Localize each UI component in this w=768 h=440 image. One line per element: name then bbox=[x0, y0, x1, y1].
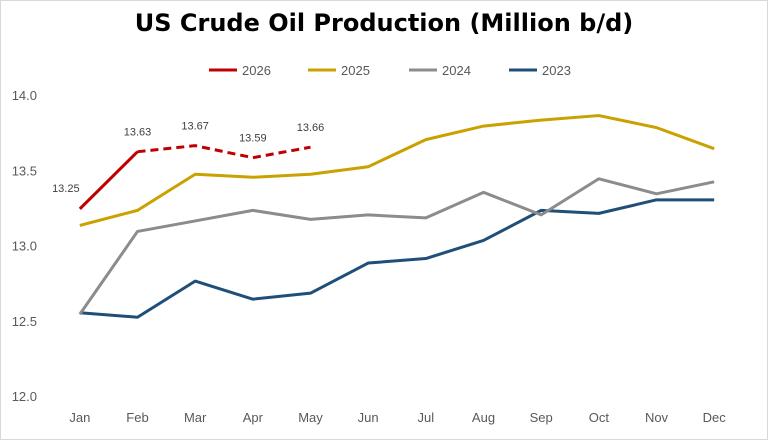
x-tick-label: Dec bbox=[703, 410, 727, 425]
legend: 2026 2025 2024 2023 bbox=[209, 63, 571, 78]
data-label: 13.63 bbox=[124, 127, 152, 139]
legend-label-2026: 2026 bbox=[242, 63, 271, 78]
y-tick-label: 14.0 bbox=[12, 88, 37, 103]
data-labels: 13.25 13.63 13.67 13.59 13.66 bbox=[52, 121, 324, 195]
y-tick-label: 12.0 bbox=[12, 389, 37, 404]
legend-label-2025: 2025 bbox=[341, 63, 370, 78]
x-tick-label: Sep bbox=[530, 410, 553, 425]
x-tick-label: Jan bbox=[69, 410, 90, 425]
data-label: 13.66 bbox=[297, 122, 325, 134]
data-label: 13.59 bbox=[239, 133, 267, 145]
chart-title: US Crude Oil Production (Million b/d) bbox=[134, 9, 634, 37]
series-layer bbox=[78, 114, 715, 319]
series-line-2025 bbox=[79, 114, 715, 227]
x-tick-label: Apr bbox=[243, 410, 264, 425]
y-axis: 12.0 12.5 13.0 13.5 14.0 bbox=[12, 88, 37, 404]
legend-label-2023: 2023 bbox=[542, 63, 571, 78]
series-line-2023 bbox=[79, 198, 715, 319]
x-tick-label: Nov bbox=[645, 410, 669, 425]
x-tick-label: Mar bbox=[184, 410, 207, 425]
data-label: 13.25 bbox=[52, 183, 80, 195]
x-tick-label: Feb bbox=[126, 410, 148, 425]
x-tick-label: Oct bbox=[589, 410, 610, 425]
x-tick-label: Aug bbox=[472, 410, 495, 425]
data-label: 13.67 bbox=[181, 121, 209, 133]
legend-label-2024: 2024 bbox=[442, 63, 471, 78]
x-tick-label: May bbox=[298, 410, 323, 425]
x-tick-label: Jun bbox=[358, 410, 379, 425]
x-tick-label: Jul bbox=[418, 410, 435, 425]
series-line-2026-projected bbox=[137, 144, 311, 160]
x-axis: Jan Feb Mar Apr May Jun Jul Aug Sep Oct Nov Dec bbox=[69, 410, 726, 425]
y-tick-label: 12.5 bbox=[12, 314, 37, 329]
series-line-2024 bbox=[78, 177, 715, 316]
series-line-2026-actual bbox=[78, 150, 139, 210]
y-tick-label: 13.5 bbox=[12, 163, 37, 178]
y-tick-label: 13.0 bbox=[12, 239, 37, 254]
